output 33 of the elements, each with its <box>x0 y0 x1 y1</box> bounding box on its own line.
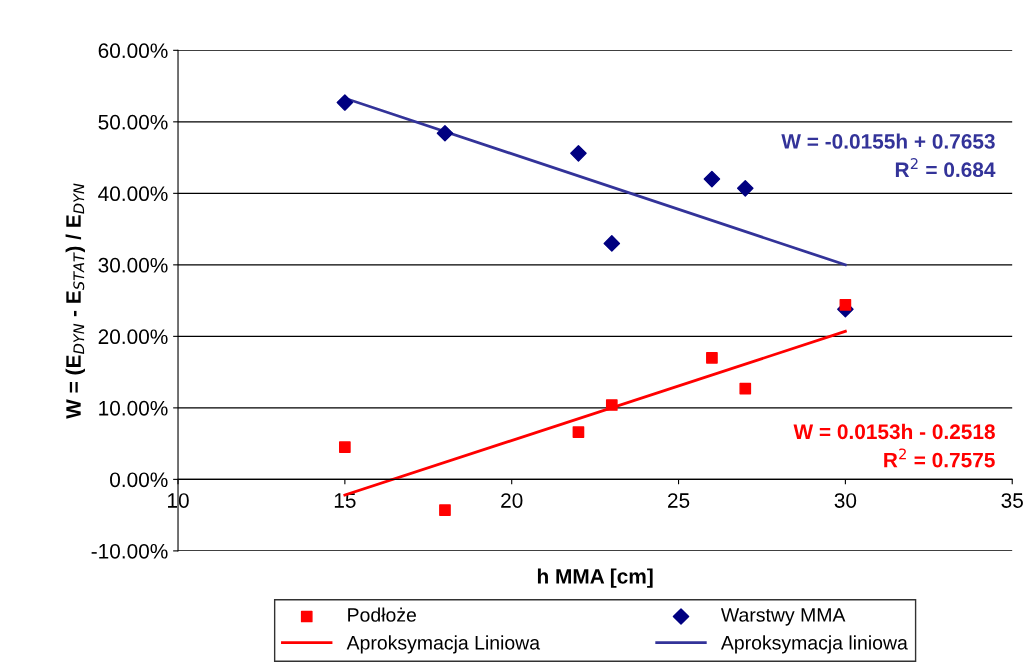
point <box>605 399 618 411</box>
y-tick-label: 0.00% <box>110 472 168 488</box>
x-tick-label: 25 <box>668 493 690 508</box>
annotation: W = 0.0153h - 0.2518 R$^{2}$ = 0.7575 <box>793 423 995 468</box>
x-tick-label: 20 <box>501 493 523 508</box>
x-tick-label: 30 <box>834 493 857 508</box>
legend-label: Warstwy MMA <box>720 608 846 626</box>
annotation: W = -0.0155h + 0.7653 R$^{2}$ = 0.684 <box>781 133 996 178</box>
point <box>439 504 451 516</box>
point <box>739 382 752 395</box>
y-tick-label: 40.00% <box>98 186 168 202</box>
legend-label: Podłoże <box>348 607 416 622</box>
y-tick-label: -10.00% <box>91 543 168 559</box>
x-tick-label: 35 <box>1001 493 1023 508</box>
point <box>570 144 587 162</box>
point <box>336 94 354 111</box>
legend-label: Aproksymacja Liniowa <box>346 635 541 654</box>
x-axis-title: h MMA [cm] <box>537 568 653 588</box>
y-tick-label: 20.00% <box>98 329 168 345</box>
point <box>839 299 852 311</box>
y-tick-label: 60.00% <box>98 43 168 59</box>
legend-label: Aproksymacja liniowa <box>720 635 908 654</box>
point <box>706 351 718 364</box>
y-tick-label: 10.00% <box>99 400 168 416</box>
y-tick-label: 30.00% <box>98 257 168 273</box>
point <box>703 170 721 188</box>
y-tick-label: 50.00% <box>98 114 168 130</box>
point <box>736 180 754 197</box>
point <box>339 441 351 454</box>
y-axis-title: W = (E$_{DYN}$ - E$_{STAT}$) / E$_{DYN}$ <box>65 183 85 419</box>
point <box>572 426 585 439</box>
point <box>436 124 454 142</box>
point <box>603 235 621 252</box>
